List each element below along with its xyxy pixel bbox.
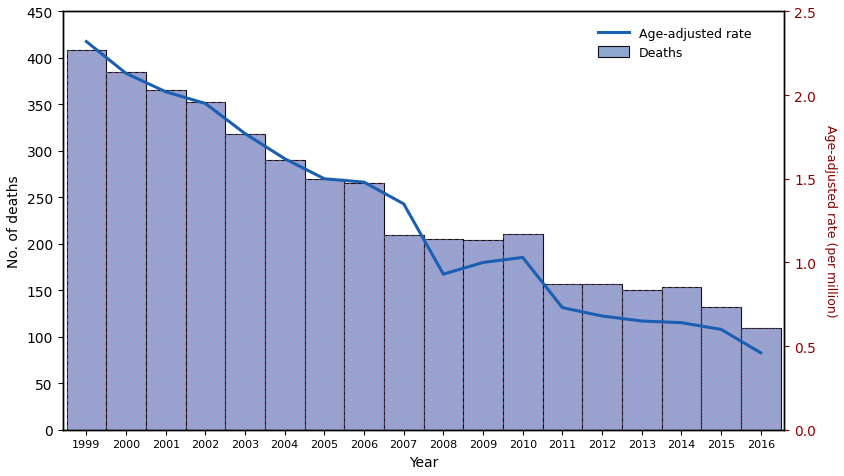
Bar bbox=[424, 240, 463, 430]
Bar bbox=[186, 102, 225, 430]
Bar bbox=[503, 234, 543, 430]
Bar bbox=[305, 179, 344, 430]
Bar bbox=[582, 284, 622, 430]
Bar bbox=[741, 328, 781, 430]
Bar bbox=[305, 179, 344, 430]
Bar bbox=[424, 240, 463, 430]
Bar bbox=[384, 236, 424, 430]
Bar bbox=[146, 91, 186, 430]
Bar bbox=[622, 291, 662, 430]
Bar bbox=[67, 50, 106, 430]
Bar bbox=[463, 241, 503, 430]
Bar bbox=[582, 284, 622, 430]
Bar bbox=[384, 236, 424, 430]
Bar bbox=[622, 291, 662, 430]
Bar bbox=[225, 135, 265, 430]
Bar bbox=[186, 102, 225, 430]
Y-axis label: No. of deaths: No. of deaths bbox=[7, 175, 21, 268]
Bar bbox=[146, 91, 186, 430]
Bar bbox=[503, 234, 543, 430]
Bar bbox=[106, 73, 146, 430]
Bar bbox=[106, 73, 146, 430]
Bar bbox=[225, 135, 265, 430]
Bar bbox=[543, 284, 582, 430]
Bar bbox=[662, 287, 701, 430]
Bar bbox=[543, 284, 582, 430]
Bar bbox=[344, 184, 384, 430]
Bar bbox=[741, 328, 781, 430]
X-axis label: Year: Year bbox=[408, 455, 438, 469]
Bar bbox=[67, 50, 106, 430]
Bar bbox=[701, 307, 741, 430]
Bar bbox=[265, 161, 305, 430]
Bar bbox=[463, 241, 503, 430]
Y-axis label: Age-adjusted rate (per million): Age-adjusted rate (per million) bbox=[824, 125, 837, 317]
Bar bbox=[662, 287, 701, 430]
Bar bbox=[265, 161, 305, 430]
Bar bbox=[344, 184, 384, 430]
Legend: Age-adjusted rate, Deaths: Age-adjusted rate, Deaths bbox=[592, 23, 756, 65]
Bar bbox=[701, 307, 741, 430]
